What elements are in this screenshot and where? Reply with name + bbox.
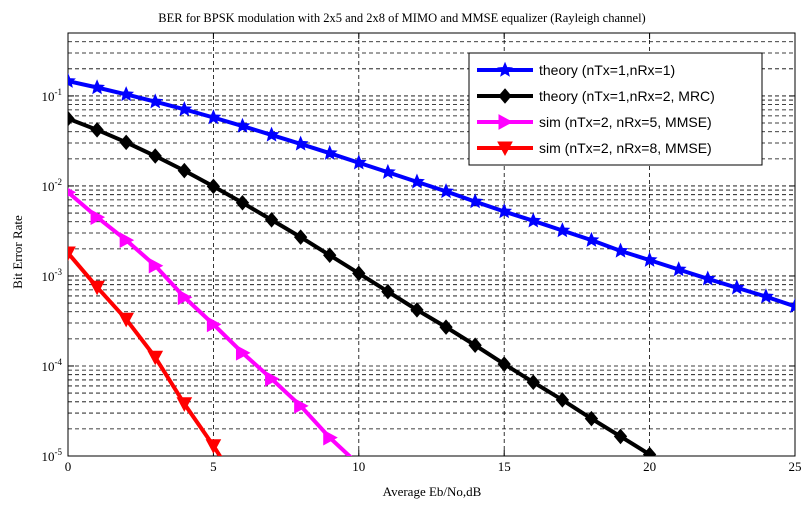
data-point [148, 148, 162, 164]
series-1 [68, 110, 657, 456]
legend: theory (nTx=1,nRx=1) theory (nTx=1,nRx=2,… [468, 52, 763, 166]
data-point [467, 193, 484, 209]
data-point [205, 439, 222, 454]
data-point [555, 392, 570, 408]
data-point [410, 302, 424, 318]
data-point [699, 270, 716, 286]
data-point [89, 79, 105, 95]
legend-marker [498, 114, 514, 130]
legend-entry: sim (nTx=2, nRx=8, MMSE) [539, 140, 712, 156]
legend-marker [497, 61, 513, 77]
data-point [554, 222, 571, 238]
data-point [89, 280, 105, 296]
data-point [235, 195, 250, 211]
data-point [176, 101, 193, 117]
data-point [352, 265, 366, 282]
data-point [294, 398, 309, 414]
data-point [525, 212, 542, 228]
data-point [265, 370, 280, 387]
data-point [264, 212, 279, 228]
data-point [68, 246, 76, 262]
data-point [263, 126, 280, 142]
data-point [234, 117, 251, 133]
data-point [68, 72, 76, 88]
data-point [147, 93, 164, 109]
data-point [787, 298, 795, 314]
series-2 [68, 187, 353, 456]
data-point [68, 187, 77, 197]
data-point [292, 135, 309, 151]
axes-box [67, 32, 796, 457]
data-point [758, 288, 774, 304]
y-tick-label: 10-1 [42, 87, 63, 104]
data-point [323, 247, 337, 263]
data-point [496, 203, 513, 219]
y-tick-label: 10-2 [42, 177, 63, 194]
data-point [583, 231, 600, 247]
legend-entry: theory (nTx=1,nRx=2, MRC) [539, 88, 715, 104]
data-point [323, 429, 338, 446]
x-axis-label: Average Eb/No,dB [383, 484, 482, 499]
data-point [206, 316, 222, 333]
data-point [438, 183, 454, 199]
data-point [177, 162, 191, 179]
data-point [119, 232, 135, 248]
legend-entry: theory (nTx=1,nRx=1) [539, 62, 675, 78]
legend-marker [497, 141, 513, 157]
legend-marker [498, 88, 512, 104]
data-point [177, 289, 193, 306]
x-tick-label: 25 [789, 459, 802, 474]
x-tick-label: 10 [352, 459, 365, 474]
data-point [409, 173, 425, 189]
series-3 [68, 246, 223, 456]
data-point [613, 428, 628, 445]
x-tick-label: 20 [643, 459, 656, 474]
data-point [439, 319, 453, 335]
data-point [90, 122, 104, 138]
data-point [350, 154, 367, 170]
data-point [205, 109, 222, 125]
data-point [68, 110, 75, 127]
data-point [119, 134, 133, 151]
data-point [497, 356, 511, 372]
y-tick-label: 10-3 [42, 267, 63, 284]
data-point [468, 337, 482, 354]
y-axis-label: Bit Error Rate [10, 215, 25, 289]
data-point [148, 257, 164, 274]
data-point [379, 163, 396, 179]
data-point [293, 229, 308, 245]
legend-entry: sim (nTx=2, nRx=5, MMSE) [539, 114, 712, 130]
data-point [612, 242, 629, 258]
data-point [118, 312, 134, 328]
x-tick-label: 15 [498, 459, 511, 474]
x-tick-label: 0 [65, 459, 72, 474]
series-0 [68, 72, 795, 314]
data-point [90, 209, 106, 225]
data-point [584, 410, 599, 427]
data-point [206, 178, 221, 195]
data-point [235, 344, 251, 361]
data-point [642, 446, 657, 456]
y-tick-label: 10-5 [42, 447, 63, 464]
data-point [321, 144, 338, 160]
data-point [526, 374, 540, 390]
series-line [68, 116, 656, 456]
data-point [176, 397, 193, 412]
data-point [641, 251, 658, 267]
x-tick-label: 5 [210, 459, 217, 474]
data-point [728, 279, 745, 295]
data-point [118, 86, 135, 102]
chart-title: BER for BPSK modulation with 2x5 and 2x8… [158, 11, 645, 25]
y-tick-label: 10-4 [42, 357, 63, 374]
data-point [670, 261, 687, 277]
data-point [147, 350, 164, 366]
data-point [381, 283, 395, 300]
